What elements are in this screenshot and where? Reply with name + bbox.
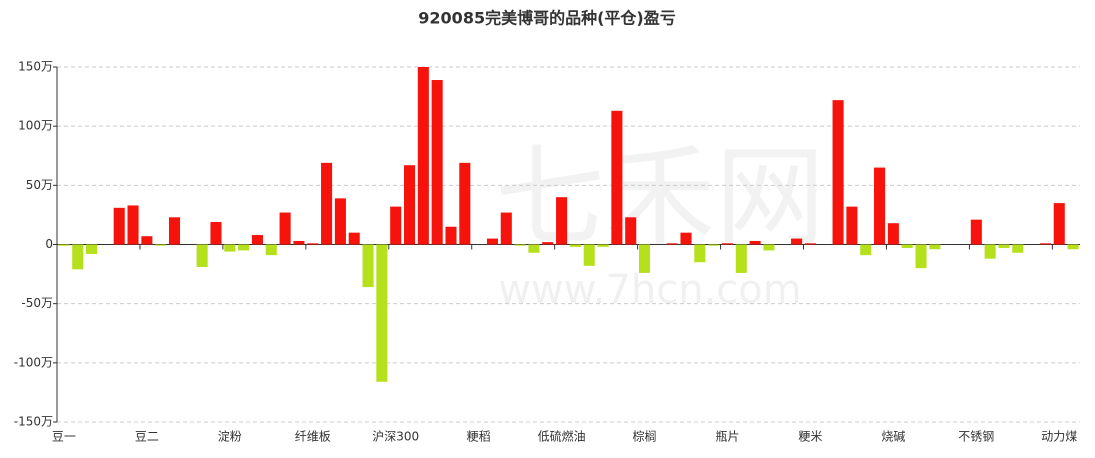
x-tick-label: 瓶片 xyxy=(715,430,739,444)
y-tick-label: 50万 xyxy=(26,178,53,192)
bar xyxy=(307,243,319,245)
bar xyxy=(279,212,291,245)
bar xyxy=(556,197,568,245)
bar xyxy=(874,167,886,245)
x-tick-label: 烧碱 xyxy=(881,430,905,444)
y-tick-label: 150万 xyxy=(18,60,53,74)
bar xyxy=(901,244,913,249)
y-tick-label: -50万 xyxy=(21,296,53,310)
x-tick-label: 豆二 xyxy=(135,430,159,444)
x-tick-label: 棕榈 xyxy=(633,429,657,444)
watermark-logo: 七禾网 xyxy=(495,133,825,261)
bar xyxy=(597,244,609,247)
bar xyxy=(1053,203,1065,245)
bar xyxy=(887,223,899,245)
bar xyxy=(293,240,305,245)
bar xyxy=(168,217,181,245)
bar xyxy=(763,244,775,251)
y-tick-label: 0 xyxy=(45,237,53,251)
bar xyxy=(486,238,498,245)
bar xyxy=(348,232,360,245)
bar xyxy=(804,243,816,245)
bar xyxy=(860,244,872,256)
chart-title: 920085完美博哥的品种(平仓)盈亏 xyxy=(418,9,675,28)
bar xyxy=(528,244,540,253)
x-tick-label: 粳稻 xyxy=(467,430,491,444)
bar xyxy=(431,80,443,245)
watermark-url: www.7hcn.com xyxy=(498,267,801,313)
x-tick-label: 低硫燃油 xyxy=(538,429,586,444)
bar xyxy=(846,206,858,245)
bar xyxy=(1012,244,1024,253)
bar xyxy=(721,243,734,245)
x-tick-label: 不锈钢 xyxy=(958,430,994,444)
bar xyxy=(791,238,803,245)
bar xyxy=(238,244,250,251)
bar xyxy=(694,244,706,263)
bar xyxy=(210,222,222,245)
bar xyxy=(970,219,982,245)
bar xyxy=(251,235,263,245)
bar xyxy=(915,244,927,269)
bar xyxy=(583,244,595,266)
bar xyxy=(445,226,457,245)
bar xyxy=(929,244,941,250)
x-tick-label: 纤维板 xyxy=(295,430,331,444)
bar xyxy=(265,244,277,256)
bar xyxy=(390,206,402,245)
bar xyxy=(611,110,623,245)
x-tick-label: 沪深300 xyxy=(372,430,419,444)
bar xyxy=(321,162,333,245)
bar xyxy=(459,162,471,245)
y-tick-label: -100万 xyxy=(14,355,53,369)
x-tick-label: 豆一 xyxy=(52,430,76,444)
bar xyxy=(832,100,844,245)
x-tick-label: 动力煤 xyxy=(1041,430,1077,444)
bar xyxy=(749,240,761,245)
bar xyxy=(500,212,512,245)
y-tick-label: -150万 xyxy=(14,415,53,429)
bar xyxy=(680,232,692,245)
bar xyxy=(417,67,429,245)
bar xyxy=(708,244,720,246)
y-tick-label: 100万 xyxy=(18,119,53,133)
bar xyxy=(376,244,388,382)
bar xyxy=(984,244,996,259)
x-tick-label: 淀粉 xyxy=(218,430,242,444)
bar xyxy=(1067,244,1079,250)
bar xyxy=(542,242,554,245)
bar xyxy=(86,244,98,254)
bar xyxy=(72,244,84,270)
bar xyxy=(113,207,125,245)
bar xyxy=(998,244,1010,249)
bar xyxy=(127,205,139,245)
bar xyxy=(735,244,747,273)
x-tick-label: 粳米 xyxy=(798,430,822,444)
bar xyxy=(569,244,581,247)
bar xyxy=(58,244,70,246)
bar xyxy=(403,165,416,245)
bar xyxy=(141,236,153,245)
bar xyxy=(362,244,374,288)
bar xyxy=(666,243,678,245)
bar xyxy=(514,244,526,246)
bar xyxy=(625,217,637,245)
bar xyxy=(224,244,236,252)
bar xyxy=(196,244,208,267)
bar xyxy=(1039,243,1051,245)
bar xyxy=(334,198,346,245)
bar xyxy=(639,244,651,273)
bar xyxy=(155,244,167,246)
